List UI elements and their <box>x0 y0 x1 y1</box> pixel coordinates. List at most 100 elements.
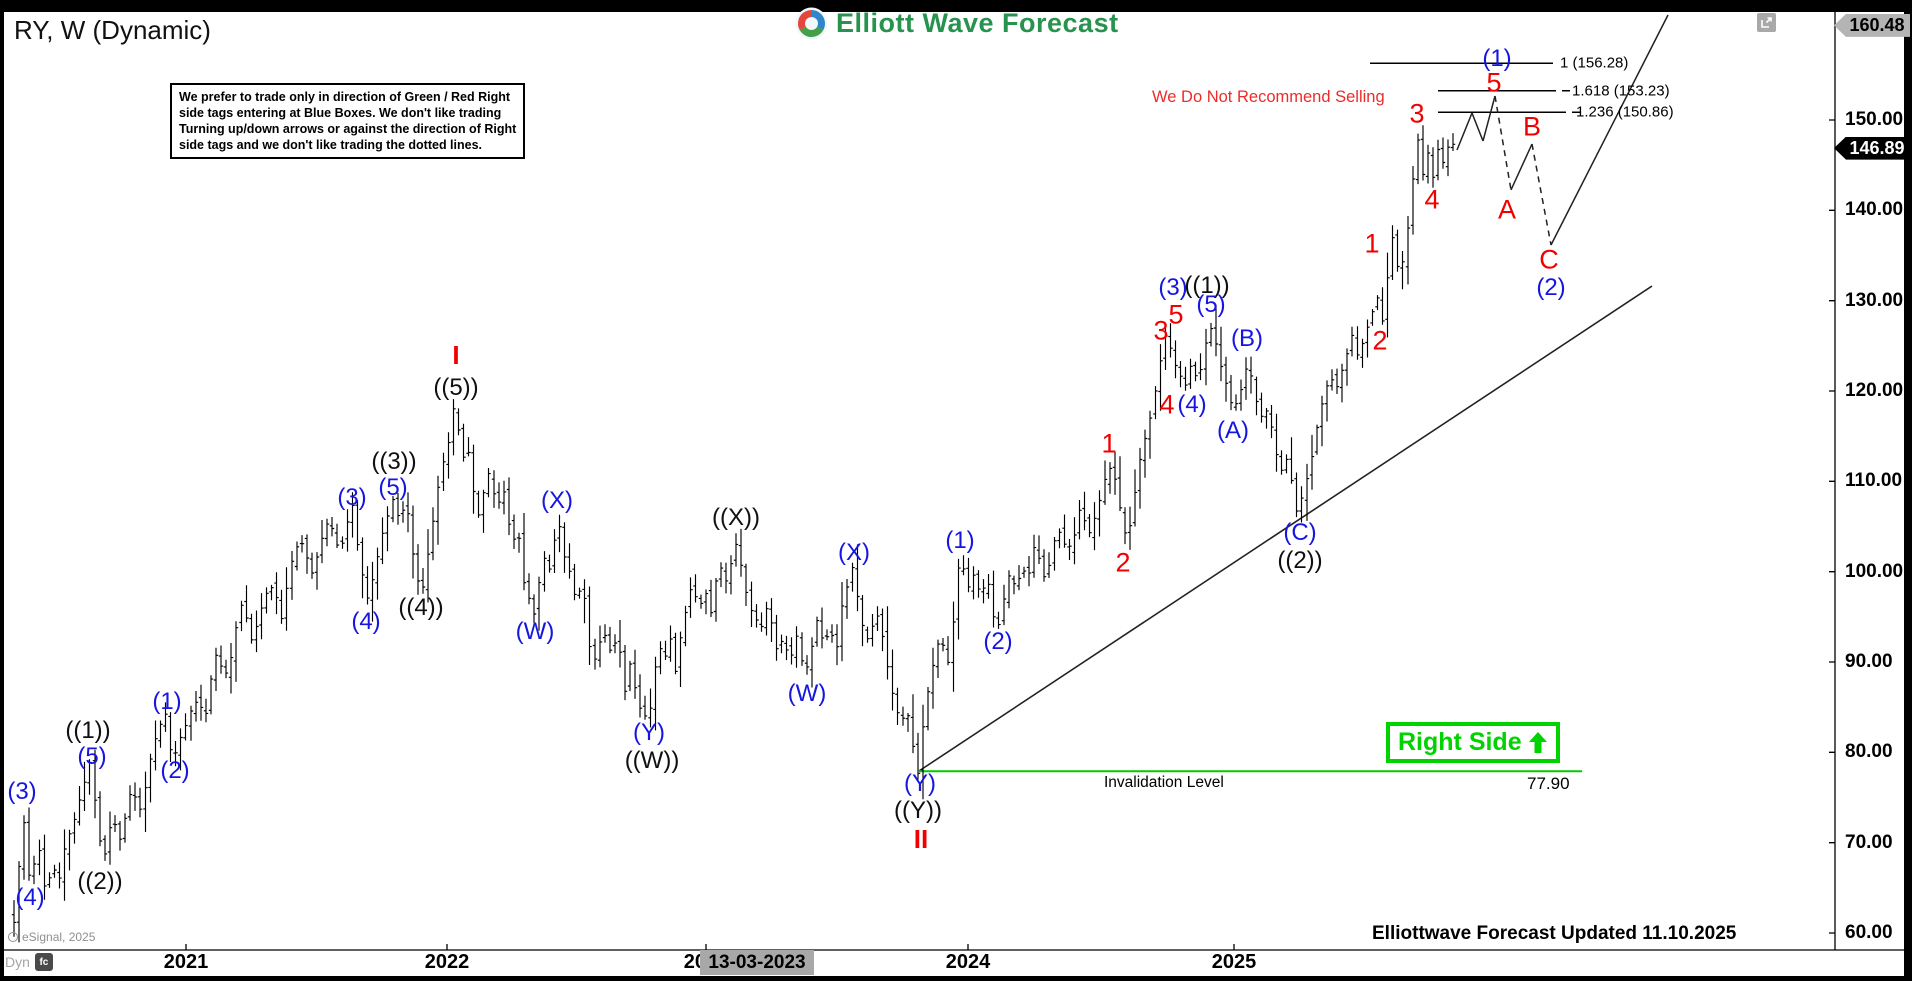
wave-label: (5) <box>1196 291 1226 318</box>
year-label: 2025 <box>1211 951 1257 973</box>
price-tick-label: 70.00 <box>1845 831 1893 853</box>
year-label: 2021 <box>163 951 209 973</box>
statusbar: Dyn fc <box>5 953 53 971</box>
price-tick-label: 130.00 <box>1845 289 1904 311</box>
brand-logo-icon <box>795 7 828 40</box>
esignal-text: eSignal, 2025 <box>22 930 96 944</box>
invalidation-level-label: Invalidation Level <box>1104 774 1224 791</box>
wave-label: B <box>1522 111 1542 142</box>
brand-logo: Elliott Wave Forecast <box>795 7 1119 40</box>
price-tick-label: 60.00 <box>1845 922 1893 943</box>
fib-level-label: 1.618 (153.23) <box>1572 82 1670 100</box>
right-side-badge: Right Side <box>1386 722 1560 763</box>
wave-label: (C) <box>1283 519 1317 546</box>
wave-label: (1) <box>152 688 182 715</box>
wave-label: C <box>1539 244 1559 275</box>
fc-icon[interactable]: fc <box>34 953 53 971</box>
wave-label: (4) <box>15 884 45 911</box>
wave-label: 1 <box>1101 428 1117 459</box>
wave-label: 3 <box>1153 315 1169 346</box>
frame-right <box>1904 0 1912 981</box>
wave-label: 2 <box>1372 325 1388 356</box>
wave-label: (2) <box>983 628 1013 655</box>
frame-bottom <box>0 976 1912 981</box>
price-tick-label: 120.00 <box>1845 380 1904 401</box>
wave-label: (2) <box>160 757 190 784</box>
symbol-title: RY, W (Dynamic) <box>14 15 211 45</box>
arrow-up-icon <box>1528 732 1547 753</box>
disclaimer-line: We prefer to trade only in direction of … <box>179 90 511 104</box>
projection-line-solid <box>1456 14 1669 246</box>
wave-label: (X) <box>838 539 870 566</box>
disclaimer-line: side tags entering at Blue Boxes. We don… <box>179 106 502 120</box>
trendline <box>918 285 1653 772</box>
wave-label: (5) <box>77 743 107 770</box>
esignal-watermark: eSignal, 2025 <box>8 930 95 944</box>
wave-label: ((W)) <box>624 747 680 774</box>
wave-label: (B) <box>1231 325 1263 352</box>
wave-label: ((5)) <box>433 374 479 401</box>
wave-label: 5 <box>1486 67 1502 98</box>
wave-label: (3) <box>1158 274 1188 301</box>
last-price-badge: 146.89 <box>1834 136 1910 160</box>
year-label: 2022 <box>424 951 470 973</box>
price-tick-label: 150.00 <box>1845 109 1904 130</box>
wave-label: (1) <box>1482 45 1512 72</box>
wave-label: (Y) <box>904 770 936 797</box>
crosshair-date-box: 13-03-2023 <box>700 950 814 975</box>
esignal-icon <box>8 932 18 942</box>
wave-label: 5 <box>1168 299 1184 330</box>
fib-level-label: 1.236 (150.86) <box>1576 103 1674 121</box>
wave-label: A <box>1497 194 1517 225</box>
wave-label: ((1)) <box>65 717 111 744</box>
wave-label: 4 <box>1159 389 1175 420</box>
right-side-label: Right Side <box>1398 728 1522 756</box>
wave-label: (W) <box>787 680 827 707</box>
fib-level-label: 1 (156.28) <box>1560 54 1629 72</box>
wave-label: (A) <box>1217 417 1249 444</box>
wave-label: 4 <box>1424 184 1440 215</box>
wave-label: II <box>913 824 929 854</box>
wave-label: ((2)) <box>1277 547 1323 574</box>
fib-lines <box>1370 62 1580 113</box>
wave-label: (4) <box>351 608 381 635</box>
wave-label: (3) <box>337 484 367 511</box>
year-label: 2024 <box>945 951 991 973</box>
wave-label: (3) <box>7 778 37 805</box>
price-tick-label: 110.00 <box>1845 470 1903 492</box>
wave-label: 1 <box>1364 228 1380 259</box>
warning-text: We Do Not Recommend Selling <box>1152 88 1385 106</box>
disclaimer-box: We prefer to trade only in direction of … <box>170 83 526 159</box>
disclaimer-line: side tags and we don't like trading the … <box>179 138 483 152</box>
wave-label: ((3)) <box>371 448 417 475</box>
frame-left <box>0 0 4 981</box>
price-tick-label: 100.00 <box>1845 560 1904 582</box>
wave-label: 3 <box>1409 98 1425 129</box>
wave-label: ((4)) <box>398 594 444 621</box>
invalidation-level-value: 77.90 <box>1527 774 1570 793</box>
wave-label: (4) <box>1177 391 1207 418</box>
wave-label: ((2)) <box>77 868 123 895</box>
price-tick-label: 90.00 <box>1845 651 1893 672</box>
disclaimer-line: Turning up/down arrows or against the di… <box>179 122 517 136</box>
frame-top <box>0 0 1912 12</box>
wave-label: I <box>452 340 460 370</box>
wave-label: ((1)) <box>1184 272 1230 299</box>
popout-icon[interactable] <box>1757 13 1776 32</box>
wave-label: (5) <box>378 474 408 501</box>
wave-label: (2) <box>1536 274 1566 301</box>
brand-name: Elliott Wave Forecast <box>836 8 1119 38</box>
axis-lines <box>4 12 1904 951</box>
price-tick-label: 80.00 <box>1845 741 1893 763</box>
wave-label: (Y) <box>633 719 665 746</box>
wave-label: ((Y)) <box>894 797 942 824</box>
update-note: Elliottwave Forecast Updated 11.10.2025 <box>1372 923 1737 944</box>
wave-label: (X) <box>541 487 573 514</box>
dyn-tab[interactable]: Dyn <box>5 954 30 970</box>
wave-label: (W) <box>515 618 555 645</box>
wave-label: 2 <box>1115 547 1131 578</box>
projection-line-dashed <box>1494 95 1552 246</box>
wave-label: (1) <box>945 527 975 554</box>
